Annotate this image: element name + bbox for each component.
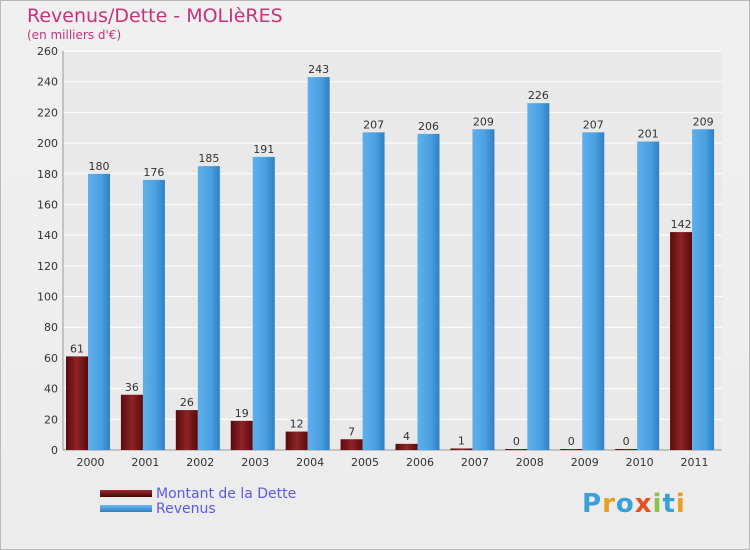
data-label: 142 <box>671 218 692 231</box>
bar-revenus <box>527 103 550 450</box>
x-tick-label: 2003 <box>241 456 269 469</box>
data-label: 0 <box>623 435 630 448</box>
x-tick-label: 2007 <box>461 456 489 469</box>
bar-revenus <box>142 179 165 450</box>
plot-area <box>63 51 722 450</box>
data-label: 191 <box>253 143 274 156</box>
data-label: 185 <box>198 152 219 165</box>
data-label: 0 <box>568 435 575 448</box>
y-tick-label: 140 <box>37 229 58 242</box>
x-tick-label: 2004 <box>296 456 324 469</box>
bar-revenus <box>88 173 110 450</box>
bar-revenus <box>252 156 275 450</box>
bar-dette <box>505 449 528 450</box>
y-tick-label: 240 <box>37 76 58 89</box>
legend-swatch-dette <box>100 490 152 497</box>
x-tick-label: 2005 <box>351 456 379 469</box>
y-tick-label: 180 <box>37 168 58 181</box>
data-label: 176 <box>143 166 164 179</box>
legend-label-revenus: Revenus <box>156 501 216 517</box>
bar-revenus <box>362 132 385 451</box>
x-tick-label: 2008 <box>516 456 544 469</box>
bar-dette <box>450 448 473 450</box>
data-label: 26 <box>180 396 194 409</box>
chart-title: Revenus/Dette - MOLIèRES <box>27 5 283 27</box>
bar-revenus <box>472 129 495 450</box>
bar-revenus <box>197 166 220 450</box>
data-label: 206 <box>418 120 439 133</box>
y-tick-label: 60 <box>44 352 58 365</box>
y-tick-label: 100 <box>37 291 58 304</box>
data-label: 4 <box>403 430 410 443</box>
x-tick-label: 2010 <box>626 456 654 469</box>
bar-dette <box>230 420 253 450</box>
bar-revenus <box>637 141 660 451</box>
x-tick-label: 2000 <box>76 456 104 469</box>
data-label: 207 <box>363 118 384 131</box>
x-tick-label: 2011 <box>681 456 709 469</box>
y-tick-label: 200 <box>37 137 58 150</box>
y-tick-label: 220 <box>37 106 58 119</box>
bar-dette <box>120 394 143 450</box>
bar-dette <box>66 356 88 450</box>
bar-dette <box>340 439 363 450</box>
x-tick-label: 2001 <box>131 456 159 469</box>
x-tick-label: 2002 <box>186 456 214 469</box>
data-label: 36 <box>125 381 139 394</box>
bar-dette <box>670 232 693 450</box>
data-label: 209 <box>693 115 714 128</box>
bar-revenus <box>582 132 605 451</box>
data-label: 207 <box>583 118 604 131</box>
data-label: 180 <box>89 160 110 173</box>
y-tick-label: 40 <box>44 383 58 396</box>
bar-dette <box>175 410 198 450</box>
data-label: 243 <box>308 63 329 76</box>
legend-label-dette: Montant de la Dette <box>156 486 297 502</box>
data-label: 201 <box>638 128 659 141</box>
x-tick-label: 2006 <box>406 456 434 469</box>
bar-revenus <box>417 133 440 450</box>
bar-dette <box>395 443 418 450</box>
data-label: 209 <box>473 115 494 128</box>
y-tick-label: 80 <box>44 321 58 334</box>
data-label: 0 <box>513 435 520 448</box>
bar-revenus <box>692 129 715 450</box>
x-tick-label: 2009 <box>571 456 599 469</box>
data-label: 7 <box>348 425 355 438</box>
y-tick-label: 120 <box>37 260 58 273</box>
data-label: 1 <box>458 434 465 447</box>
y-tick-label: 160 <box>37 198 58 211</box>
bar-dette <box>615 449 638 450</box>
bar-revenus <box>307 77 330 450</box>
y-tick-label: 20 <box>44 413 58 426</box>
data-label: 61 <box>70 342 84 355</box>
data-label: 12 <box>290 418 304 431</box>
bar-dette <box>285 431 308 450</box>
proxiti-logo: Proxiti <box>582 489 686 519</box>
y-tick-label: 260 <box>37 45 58 58</box>
data-label: 19 <box>235 407 249 420</box>
legend-swatch-revenus <box>100 505 152 512</box>
data-label: 226 <box>528 89 549 102</box>
chart-subtitle: (en milliers d'€) <box>27 28 122 42</box>
y-tick-label: 0 <box>51 444 58 457</box>
bar-dette <box>560 449 583 450</box>
